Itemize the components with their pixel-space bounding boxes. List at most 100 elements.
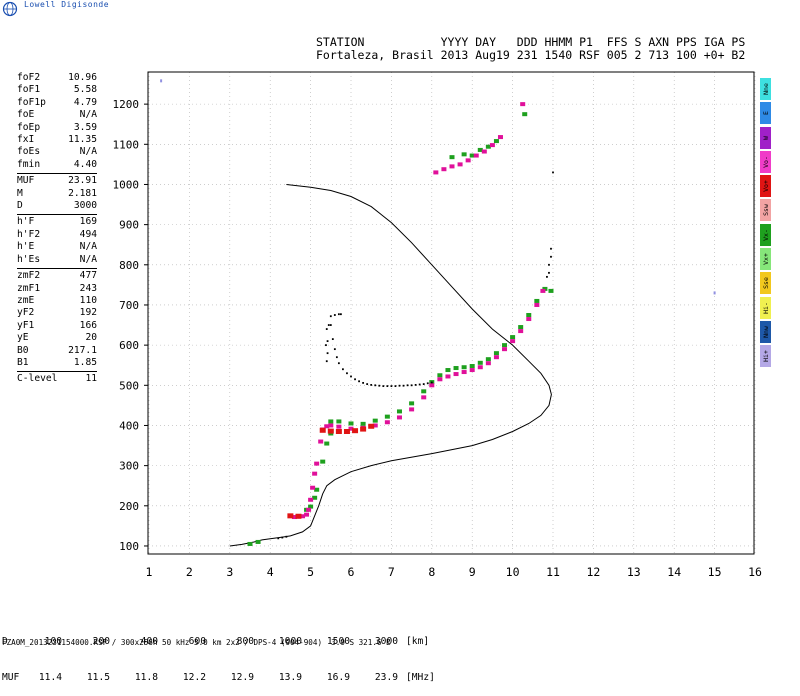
parameter-value: 217.1 bbox=[68, 344, 97, 356]
trace-dot bbox=[378, 384, 381, 387]
trace-dot bbox=[277, 537, 280, 540]
parameter-name: fxI bbox=[17, 134, 35, 146]
muf-unit: [MHz] bbox=[406, 672, 435, 683]
muf-value: 12.2 bbox=[182, 672, 206, 683]
ordinary-echo-point bbox=[473, 153, 479, 158]
ordinary-echo-point bbox=[469, 368, 475, 373]
parameter-row: h'Es N/A bbox=[17, 254, 97, 266]
parameter-row: foEp 3.59 bbox=[17, 122, 97, 134]
parameter-name: h'E bbox=[17, 241, 35, 253]
x-tick-label: 9 bbox=[469, 565, 476, 579]
y-tick-label: 700 bbox=[119, 299, 139, 312]
x-tick-label: 3 bbox=[226, 565, 233, 579]
parameter-value: 4.79 bbox=[73, 96, 97, 108]
legend-item: Vo+ bbox=[760, 175, 771, 198]
x-tick-label: 6 bbox=[348, 565, 355, 579]
extraordinary-echo-point bbox=[493, 351, 499, 356]
legend-label: Hi- bbox=[761, 301, 770, 314]
low-layer-echo-point bbox=[368, 423, 375, 429]
parameter-separator bbox=[17, 268, 97, 270]
trace-dot bbox=[331, 338, 334, 341]
echo-traces bbox=[160, 79, 716, 546]
ordinary-echo-point bbox=[310, 485, 316, 490]
parameter-value: N/A bbox=[79, 109, 97, 121]
parameter-name: fmin bbox=[17, 158, 41, 170]
trace-dot bbox=[382, 385, 385, 388]
ordinary-echo-point bbox=[510, 339, 516, 344]
trace-dot bbox=[285, 535, 288, 538]
parameter-name: yF1 bbox=[17, 319, 35, 331]
legend-item: Ssw bbox=[760, 199, 771, 222]
parameter-separator bbox=[17, 371, 97, 373]
trace-dot bbox=[548, 263, 550, 266]
parameter-row: M 2.181 bbox=[17, 188, 97, 200]
parameter-value: N/A bbox=[79, 241, 97, 253]
parameter-value: 5.58 bbox=[73, 84, 97, 96]
muf-label: MUF bbox=[2, 672, 20, 683]
y-tick-label: 900 bbox=[119, 219, 139, 232]
trace-dot bbox=[327, 324, 330, 326]
ordinary-echo-point bbox=[318, 439, 324, 444]
trace-dot bbox=[335, 356, 338, 359]
trace-dot bbox=[362, 381, 365, 384]
low-layer-echo-point bbox=[327, 428, 334, 434]
extraordinary-echo-point bbox=[449, 155, 455, 160]
parameter-value: 1.85 bbox=[73, 356, 97, 368]
trace-dot bbox=[410, 384, 413, 387]
legend-item: Hi+ bbox=[760, 345, 771, 368]
ordinary-echo-point bbox=[312, 471, 318, 476]
ordinary-echo-point bbox=[421, 395, 427, 400]
parameter-row: foE N/A bbox=[17, 109, 97, 121]
extraordinary-echo-point bbox=[336, 419, 342, 424]
trace-dot bbox=[325, 328, 328, 330]
parameter-name: M bbox=[17, 187, 23, 199]
ordinary-echo-point bbox=[489, 143, 495, 148]
muf-value: 16.9 bbox=[326, 672, 350, 683]
legend-label: Sse bbox=[761, 277, 770, 290]
ordinary-echo-point bbox=[437, 377, 443, 382]
trace-dot bbox=[418, 383, 421, 386]
legend-item: W bbox=[760, 126, 771, 149]
parameter-name: foF2 bbox=[17, 72, 41, 83]
extraordinary-echo-point bbox=[348, 421, 354, 426]
distance-unit: [km] bbox=[406, 636, 430, 647]
x-tick-label: 4 bbox=[267, 565, 274, 579]
parameter-name: h'F bbox=[17, 216, 35, 228]
y-tick-labels: 100 200 300 400 500 600 700 800 900 1000 1100 1200 bbox=[113, 98, 148, 553]
parameter-row: foF2 10.96 bbox=[17, 72, 97, 84]
parameter-row: C-level 11 bbox=[17, 373, 97, 385]
scaled-parameters-panel: foF2 10.96 foF1 5.58 foF1p 4.79 foE N/A foEp 3.59… bbox=[17, 72, 97, 386]
trace-dot bbox=[550, 247, 552, 250]
y-tick-label: 100 bbox=[119, 540, 139, 553]
parameter-row: yF1 166 bbox=[17, 320, 97, 332]
extraordinary-echo-point bbox=[308, 504, 314, 509]
trace-dot bbox=[325, 344, 327, 347]
trace-dot bbox=[337, 362, 340, 365]
extraordinary-echo-point bbox=[526, 313, 532, 318]
extraordinary-echo-point bbox=[372, 418, 378, 423]
parameter-row: zmF2 477 bbox=[17, 270, 97, 282]
plot-frame bbox=[147, 71, 755, 555]
legend-item: Nne bbox=[760, 78, 771, 100]
ordinary-echo-point bbox=[384, 420, 390, 425]
ordinary-echo-point bbox=[314, 461, 320, 466]
ordinary-echo-point bbox=[348, 426, 354, 431]
legend-label: Vo+ bbox=[761, 180, 770, 193]
ordinary-echo-point bbox=[445, 374, 451, 379]
parameter-value: 2.181 bbox=[68, 187, 97, 199]
parameter-name: zmE bbox=[17, 294, 35, 306]
muf-row: MUF 11.4 11.5 11.8 12.2 12.9 13.9 16.9 23.9 [MH… bbox=[2, 672, 446, 684]
ordinary-echo-point bbox=[497, 135, 503, 140]
extraordinary-echo-point bbox=[469, 153, 475, 158]
legend-item: Nnw bbox=[760, 320, 771, 343]
extraordinary-echo-point bbox=[534, 298, 540, 303]
extraordinary-echo-point bbox=[324, 441, 330, 446]
extraordinary-echo-point bbox=[518, 325, 524, 330]
extraordinary-echo-point bbox=[477, 147, 483, 152]
parameter-row: MUF 23.91 bbox=[17, 175, 97, 187]
ordinary-echo-point bbox=[409, 407, 415, 412]
ordinary-echo-point bbox=[336, 424, 342, 429]
ordinary-echo-point bbox=[449, 164, 455, 169]
parameter-name: yE bbox=[17, 332, 29, 344]
extraordinary-echo-point bbox=[328, 419, 334, 424]
